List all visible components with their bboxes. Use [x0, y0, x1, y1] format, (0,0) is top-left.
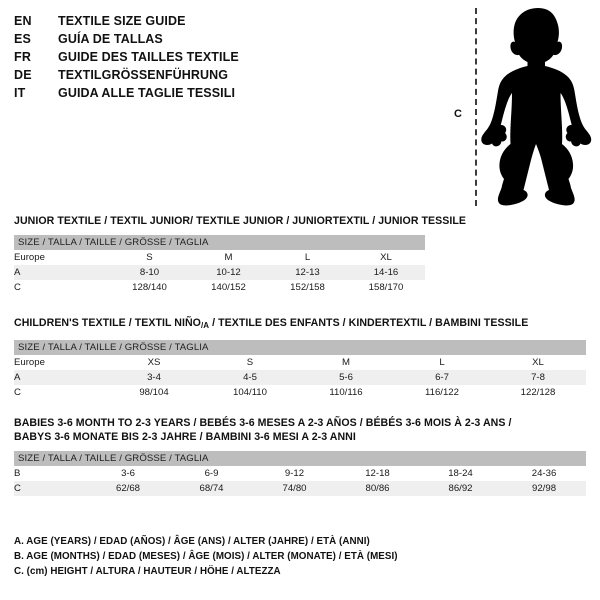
cell-height-2: 68/74	[170, 481, 253, 496]
cell-age-m: 5-6	[298, 370, 394, 385]
row-label-a-junior: A	[14, 265, 110, 280]
section-title-children-pre: CHILDREN'S TEXTILE / TEXTIL NIÑO	[14, 317, 201, 329]
language-row-de: DE TEXTILGRÖSSENFÜHRUNG	[14, 66, 434, 84]
cell-months-6: 24-36	[502, 466, 587, 481]
section-title-children: CHILDREN'S TEXTILE / TEXTIL NIÑO/A / TEX…	[14, 316, 586, 333]
cell-height-s: 104/110	[202, 385, 298, 400]
cell-size-xs: XS	[106, 355, 202, 370]
row-label-c-babies: C	[14, 481, 86, 496]
language-row-en: EN TEXTILE SIZE GUIDE	[14, 12, 434, 30]
size-band-label-babies: SIZE / TALLA / TAILLE / GRÖSSE / TAGLIA	[14, 451, 587, 466]
language-code-en: EN	[14, 14, 32, 28]
size-table-junior: SIZE / TALLA / TAILLE / GRÖSSE / TAGLIA …	[14, 235, 425, 295]
cell-age-xs: 3-4	[106, 370, 202, 385]
table-band-row-babies: SIZE / TALLA / TAILLE / GRÖSSE / TAGLIA	[14, 451, 587, 466]
row-label-a-children: A	[14, 370, 106, 385]
cell-height-l: 152/158	[268, 280, 347, 295]
size-band-label-children: SIZE / TALLA / TAILLE / GRÖSSE / TAGLIA	[14, 340, 586, 355]
table-row: Europe S M L XL	[14, 250, 425, 265]
toddler-silhouette-icon	[481, 8, 592, 206]
cell-months-5: 18-24	[419, 466, 502, 481]
language-row-fr: FR GUIDE DES TAILLES TEXTILE	[14, 48, 434, 66]
cell-months-3: 9-12	[253, 466, 336, 481]
cell-height-4: 80/86	[336, 481, 419, 496]
cell-size-l: L	[268, 250, 347, 265]
cell-height-m: 110/116	[298, 385, 394, 400]
language-row-it: IT GUIDA ALLE TAGLIE TESSILI	[14, 84, 434, 102]
language-code-es: ES	[14, 32, 32, 46]
cell-size-xl: XL	[490, 355, 586, 370]
cell-size-m: M	[189, 250, 268, 265]
size-table-children: SIZE / TALLA / TAILLE / GRÖSSE / TAGLIA …	[14, 340, 586, 400]
cell-age-s: 4-5	[202, 370, 298, 385]
language-code-it: IT	[14, 86, 26, 100]
table-row: C 62/68 68/74 74/80 80/86 86/92 92/98	[14, 481, 587, 496]
section-title-children-sub: /A	[200, 321, 210, 330]
row-label-c-children: C	[14, 385, 106, 400]
cell-age-l: 6-7	[394, 370, 490, 385]
language-title-en: TEXTILE SIZE GUIDE	[58, 14, 186, 28]
table-row: Europe XS S M L XL	[14, 355, 586, 370]
cell-months-4: 12-18	[336, 466, 419, 481]
section-title-children-post: / TEXTILE DES ENFANTS / KINDERTEXTIL / B…	[209, 317, 529, 329]
cell-height-xl: 122/128	[490, 385, 586, 400]
section-title-babies-line2: BABYS 3-6 MONATE BIS 2-3 JAHRE / BAMBINI…	[14, 431, 356, 443]
row-label-c-junior: C	[14, 280, 110, 295]
language-header-block: EN TEXTILE SIZE GUIDE ES GUÍA DE TALLAS …	[14, 12, 434, 102]
cell-size-s: S	[202, 355, 298, 370]
cell-height-1: 62/68	[86, 481, 170, 496]
cell-height-3: 74/80	[253, 481, 336, 496]
height-dashed-line	[475, 8, 477, 206]
table-row: C 98/104 104/110 110/116 116/122 122/128	[14, 385, 586, 400]
cell-size-xl: XL	[347, 250, 425, 265]
table-row: A 8-10 10-12 12-13 14-16	[14, 265, 425, 280]
table-row: C 128/140 140/152 152/158 158/170	[14, 280, 425, 295]
legend-line-a: A. AGE (YEARS) / EDAD (AÑOS) / ÂGE (ANS)…	[14, 536, 370, 547]
table-row: A 3-4 4-5 5-6 6-7 7-8	[14, 370, 586, 385]
language-title-it: GUIDA ALLE TAGLIE TESSILI	[58, 86, 236, 100]
cell-height-xs: 98/104	[106, 385, 202, 400]
table-band-row-children: SIZE / TALLA / TAILLE / GRÖSSE / TAGLIA	[14, 340, 586, 355]
language-title-de: TEXTILGRÖSSENFÜHRUNG	[58, 68, 229, 82]
cell-height-l: 116/122	[394, 385, 490, 400]
cell-age-xl: 14-16	[347, 265, 425, 280]
cell-height-5: 86/92	[419, 481, 502, 496]
cell-age-s: 8-10	[110, 265, 189, 280]
language-code-fr: FR	[14, 50, 32, 64]
language-code-de: DE	[14, 68, 32, 82]
cell-size-l: L	[394, 355, 490, 370]
section-title-junior: JUNIOR TEXTILE / TEXTIL JUNIOR/ TEXTILE …	[14, 215, 467, 227]
size-table-babies: SIZE / TALLA / TAILLE / GRÖSSE / TAGLIA …	[14, 451, 587, 496]
cell-months-2: 6-9	[170, 466, 253, 481]
table-band-row-junior: SIZE / TALLA / TAILLE / GRÖSSE / TAGLIA	[14, 235, 425, 250]
size-band-label-junior: SIZE / TALLA / TAILLE / GRÖSSE / TAGLIA	[14, 235, 425, 250]
legend-line-b: B. AGE (MONTHS) / EDAD (MESES) / ÂGE (MO…	[14, 551, 398, 562]
section-children-textile: CHILDREN'S TEXTILE / TEXTIL NIÑO/A / TEX…	[14, 316, 586, 400]
table-row: B 3-6 6-9 9-12 12-18 18-24 24-36	[14, 466, 587, 481]
cell-size-s: S	[110, 250, 189, 265]
section-junior-textile: JUNIOR TEXTILE / TEXTIL JUNIOR/ TEXTILE …	[14, 214, 466, 295]
row-label-europe-children: Europe	[14, 355, 106, 370]
cell-height-m: 140/152	[189, 280, 268, 295]
language-title-es: GUÍA DE TALLAS	[58, 32, 163, 46]
language-title-fr: GUIDE DES TAILLES TEXTILE	[58, 50, 239, 64]
cell-height-xl: 158/170	[347, 280, 425, 295]
cell-age-l: 12-13	[268, 265, 347, 280]
language-row-es: ES GUÍA DE TALLAS	[14, 30, 434, 48]
cell-months-1: 3-6	[86, 466, 170, 481]
cell-age-m: 10-12	[189, 265, 268, 280]
section-title-babies-line1: BABIES 3-6 MONTH TO 2-3 YEARS / BEBÉS 3-…	[14, 417, 512, 429]
height-measure-label: C	[454, 108, 462, 120]
row-label-europe-junior: Europe	[14, 250, 110, 265]
legend-line-c: C. (cm) HEIGHT / ALTURA / HAUTEUR / HÖHE…	[14, 566, 281, 577]
cell-age-xl: 7-8	[490, 370, 586, 385]
row-label-b-babies: B	[14, 466, 86, 481]
cell-height-s: 128/140	[110, 280, 189, 295]
height-measurement-figure: C	[440, 0, 600, 212]
cell-size-m: M	[298, 355, 394, 370]
section-babies-textile: BABIES 3-6 MONTH TO 2-3 YEARS / BEBÉS 3-…	[14, 416, 587, 496]
measurement-legend: A. AGE (YEARS) / EDAD (AÑOS) / ÂGE (ANS)…	[14, 534, 574, 579]
cell-height-6: 92/98	[502, 481, 587, 496]
